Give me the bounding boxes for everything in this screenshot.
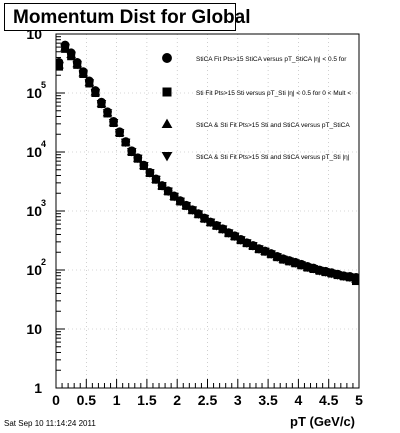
data-point bbox=[60, 44, 70, 53]
chart-title: Momentum Dist for Global bbox=[13, 7, 251, 28]
x-tick-label: 4.5 bbox=[319, 392, 339, 408]
y-tick-label: 1 bbox=[34, 380, 42, 396]
data-point bbox=[351, 276, 359, 285]
data-point bbox=[133, 154, 143, 164]
data-point bbox=[145, 169, 155, 178]
data-point bbox=[120, 138, 131, 148]
data-point bbox=[254, 245, 264, 254]
y-tick-label: 10 bbox=[26, 144, 42, 160]
y-tick-label: 10 bbox=[26, 262, 42, 278]
data-point bbox=[248, 242, 258, 251]
data-point bbox=[199, 214, 210, 224]
data-point bbox=[181, 202, 192, 211]
data-point bbox=[102, 109, 113, 118]
legend: StiCA Fit Pts>15 StiCA versus pT_StiCA |… bbox=[161, 53, 351, 162]
data-point bbox=[139, 162, 149, 171]
x-tick-label: 0.5 bbox=[77, 392, 97, 408]
data-point bbox=[266, 250, 276, 259]
y-tick-exponent: 4 bbox=[41, 139, 46, 149]
y-tick-exponent: 5 bbox=[41, 80, 46, 90]
legend-label: StiCA Fit Pts>15 StiCA versus pT_StiCA |… bbox=[196, 56, 347, 63]
y-tick-label: 10 bbox=[26, 321, 42, 337]
y-tick-label: 10 bbox=[26, 85, 42, 101]
data-point bbox=[96, 100, 107, 109]
data-point bbox=[205, 218, 216, 228]
data-point bbox=[272, 253, 282, 262]
x-tick-label: 1.5 bbox=[137, 392, 157, 408]
series-circle bbox=[56, 40, 359, 282]
data-point bbox=[114, 129, 125, 138]
y-axis-ticks bbox=[56, 33, 65, 389]
x-tick-label: 5 bbox=[355, 392, 363, 408]
data-point bbox=[242, 239, 252, 248]
x-tick-label: 3.5 bbox=[258, 392, 278, 408]
data-point bbox=[78, 69, 89, 79]
x-tick-label: 2 bbox=[173, 392, 181, 408]
legend-marker bbox=[161, 118, 173, 129]
y-tick-label: 10 bbox=[26, 203, 42, 219]
legend-label: StiCA & Sti Fit Pts>15 Sti and StiCA ver… bbox=[196, 154, 350, 161]
x-axis-ticks bbox=[55, 379, 360, 388]
data-point bbox=[108, 118, 119, 128]
data-point bbox=[175, 197, 186, 207]
data-point bbox=[151, 175, 161, 185]
data-point bbox=[187, 206, 198, 215]
series-triangle-down bbox=[56, 44, 359, 285]
x-tick-label: 2.5 bbox=[198, 392, 218, 408]
data-point bbox=[56, 62, 64, 71]
timestamp: Sat Sep 10 11:14:24 2011 bbox=[4, 419, 96, 428]
data-point bbox=[193, 210, 204, 219]
series-square bbox=[56, 44, 359, 286]
data-point bbox=[163, 187, 173, 197]
data-point bbox=[211, 222, 222, 231]
data-point bbox=[72, 60, 83, 70]
x-tick-label: 3 bbox=[234, 392, 242, 408]
data-point bbox=[217, 225, 228, 234]
data-point bbox=[223, 229, 234, 238]
legend-label: StiCA & Sti Fit Pts>15 Sti and StiCA ver… bbox=[196, 122, 350, 129]
x-tick-label: 1 bbox=[113, 392, 121, 408]
data-point bbox=[296, 261, 307, 270]
data-point bbox=[260, 247, 270, 257]
x-tick-label: 4 bbox=[295, 392, 303, 408]
data-point bbox=[229, 232, 240, 242]
grid-lines bbox=[55, 33, 360, 389]
data-point bbox=[90, 88, 101, 98]
x-axis-label: pT (GeV/c) bbox=[290, 414, 356, 429]
data-point bbox=[345, 273, 355, 283]
data-point bbox=[236, 236, 246, 245]
legend-label: Sti Fit Pts>15 Sti versus pT_Sti |η| < 0… bbox=[196, 90, 351, 97]
y-tick-exponent: 2 bbox=[41, 257, 46, 267]
legend-marker bbox=[162, 87, 172, 97]
data-point bbox=[169, 192, 179, 202]
data-point bbox=[126, 148, 137, 157]
data-point bbox=[84, 79, 95, 88]
x-tick-label: 0 bbox=[52, 392, 60, 408]
data-point bbox=[66, 51, 76, 61]
legend-marker bbox=[162, 53, 172, 63]
y-tick-exponent: 3 bbox=[41, 198, 46, 208]
chart-title-box: Momentum Dist for Global bbox=[4, 3, 251, 31]
legend-marker bbox=[161, 151, 173, 162]
data-point bbox=[157, 182, 167, 191]
